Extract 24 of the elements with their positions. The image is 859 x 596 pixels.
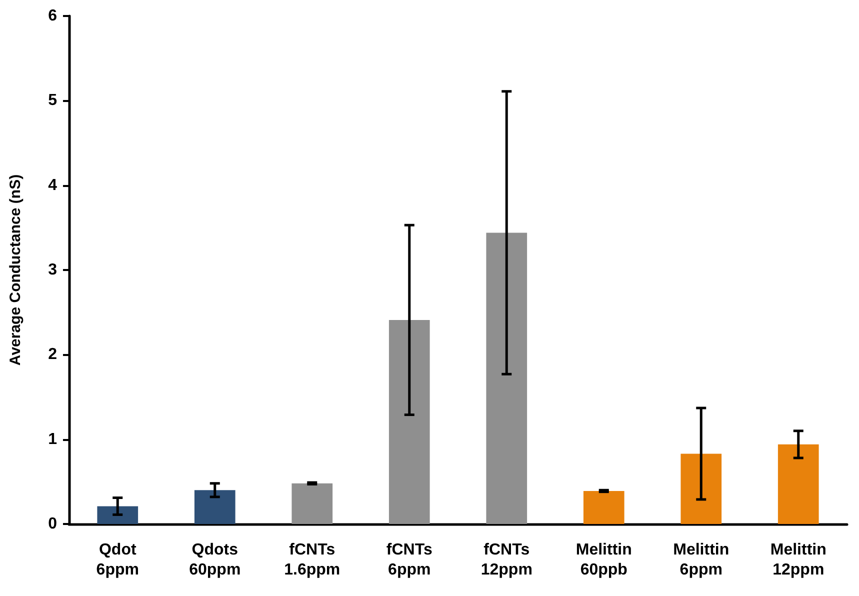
x-tick-label: fCNTs 12ppm — [480, 542, 532, 578]
bar — [680, 454, 722, 524]
x-tick-label: fCNTs 6ppm — [386, 542, 432, 578]
y-tick-label: 2 — [48, 346, 58, 364]
bar — [583, 490, 624, 524]
x-tick-label: Qdots 60ppm — [189, 542, 241, 578]
y-axis-title: Average Conductance (nS) — [7, 174, 24, 366]
bar — [486, 232, 528, 524]
x-tick-label: Melittin 12ppm — [770, 542, 826, 578]
y-tick-label: 3 — [48, 262, 58, 278]
bar — [292, 483, 333, 524]
y-tick-label: 5 — [48, 92, 58, 110]
x-tick-label: Melittin 6ppm — [673, 542, 730, 578]
bar — [388, 320, 430, 524]
y-tick-label: 4 — [48, 176, 58, 194]
x-tick-label: Qdot 6ppm — [96, 542, 139, 578]
bar — [194, 490, 236, 524]
y-tick-label: 6 — [48, 8, 58, 24]
y-tick-label: 0 — [48, 516, 58, 532]
bar — [778, 444, 819, 524]
y-tick-label: 1 — [48, 430, 58, 448]
x-tick-label: Melittin 60ppb — [576, 542, 632, 578]
bar — [97, 506, 138, 524]
x-tick-label: fCNTs 1.6ppm — [284, 542, 340, 578]
